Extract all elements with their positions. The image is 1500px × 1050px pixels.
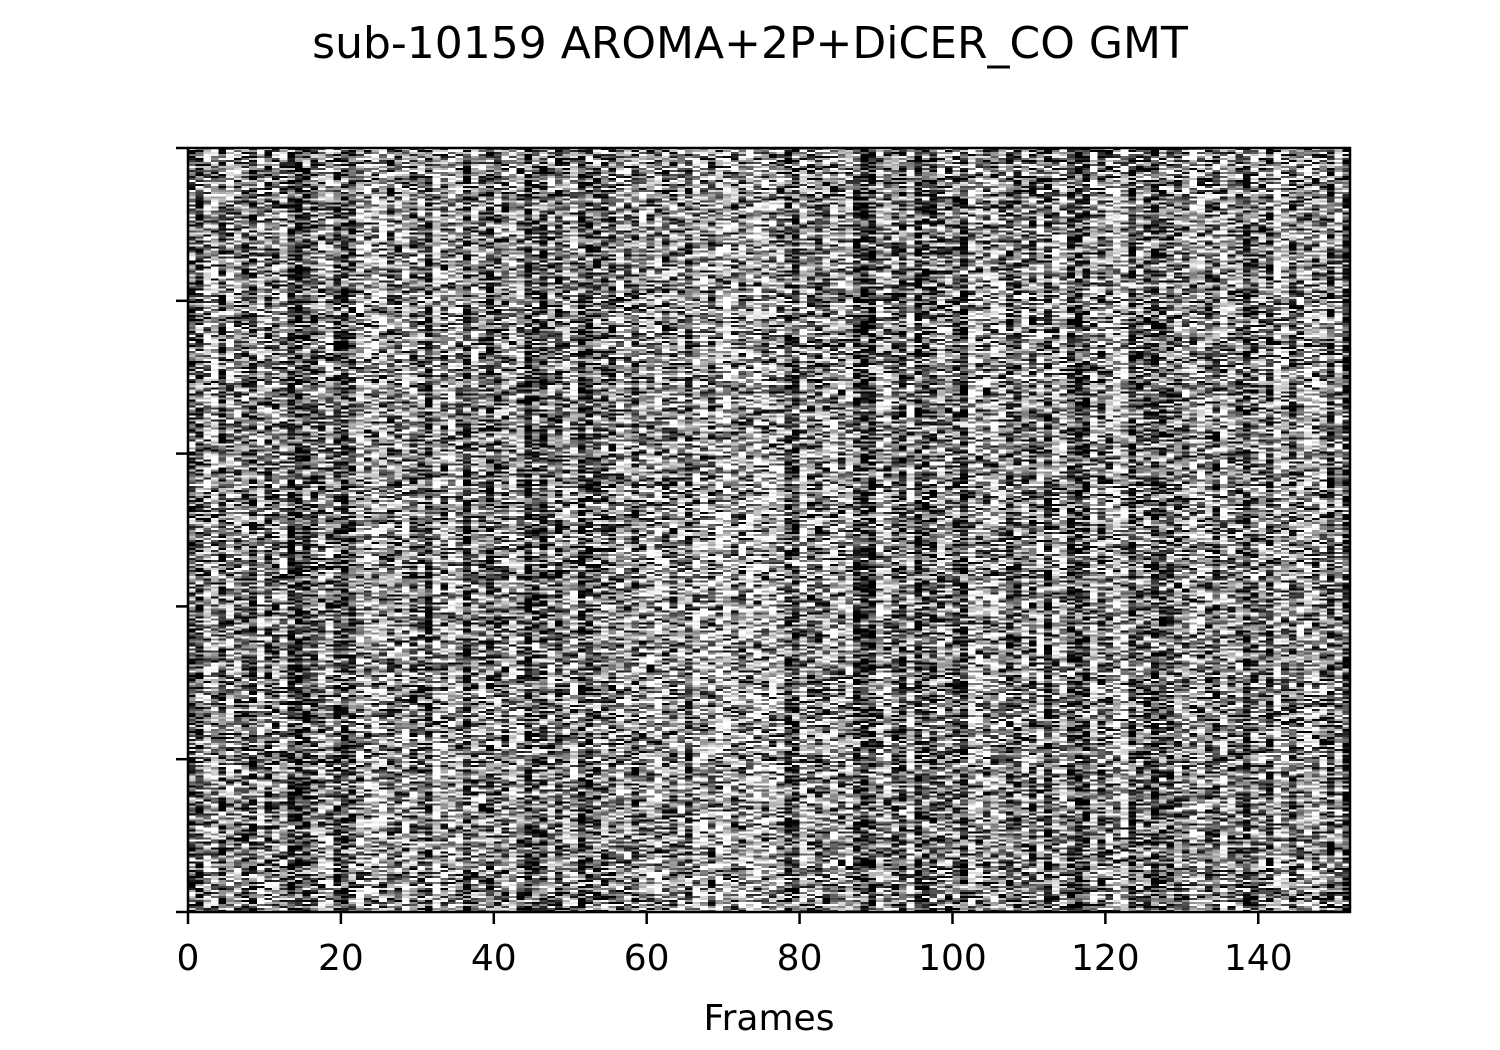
- x-tick-label: 140: [1224, 938, 1293, 979]
- x-tick-label: 120: [1071, 938, 1140, 979]
- x-axis-label: Frames: [704, 998, 835, 1039]
- x-tick-label: 60: [624, 938, 670, 979]
- x-tick-label: 0: [177, 938, 200, 979]
- x-tick-label: 40: [471, 938, 517, 979]
- x-tick-label: 80: [777, 938, 823, 979]
- x-tick-label: 100: [918, 938, 987, 979]
- chart-title: sub-10159 AROMA+2P+DiCER_CO GMT: [312, 18, 1188, 69]
- plot-area: [188, 148, 1350, 912]
- carpet-heatmap-image: [188, 148, 1350, 912]
- x-tick-label: 20: [318, 938, 364, 979]
